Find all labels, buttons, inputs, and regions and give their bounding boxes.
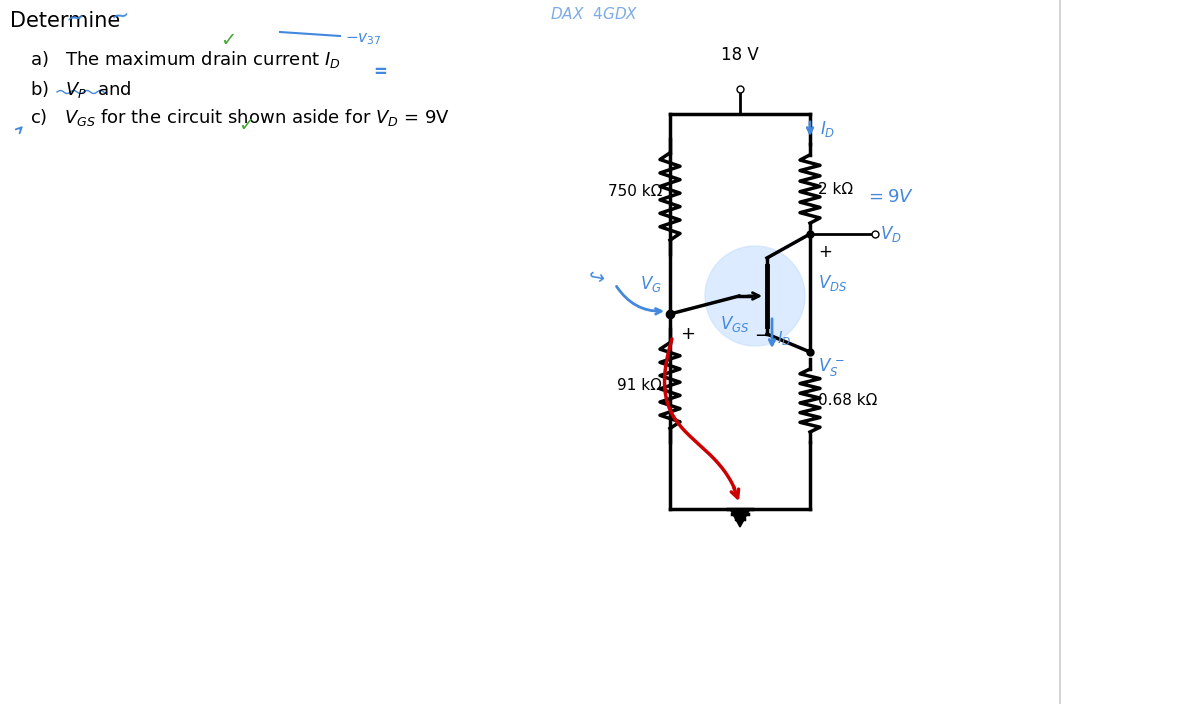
Text: $= 9V$: $= 9V$ [865, 188, 914, 206]
Text: $\checkmark$: $\checkmark$ [238, 114, 253, 133]
Text: 0.68 kΩ: 0.68 kΩ [818, 393, 877, 408]
Text: 750 kΩ: 750 kΩ [608, 184, 662, 199]
Text: 91 kΩ: 91 kΩ [617, 378, 662, 393]
Text: $V_{GS}$: $V_{GS}$ [720, 314, 749, 334]
Text: $-$: $-$ [754, 325, 769, 343]
Text: 2 kΩ: 2 kΩ [818, 182, 853, 196]
Text: $V_G$: $V_G$ [641, 274, 662, 294]
Text: $\mathbf{=}$: $\mathbf{=}$ [370, 61, 388, 79]
Text: $V_{DS}$: $V_{DS}$ [818, 273, 847, 293]
Text: c)   $V_{GS}$ for the circuit shown aside for $V_D$ = 9V: c) $V_{GS}$ for the circuit shown aside … [30, 107, 450, 128]
Text: 18 V: 18 V [721, 46, 759, 64]
Text: $\checkmark$: $\checkmark$ [220, 29, 235, 48]
Text: +: + [681, 325, 695, 343]
Text: a)   The maximum drain current $I_D$: a) The maximum drain current $I_D$ [30, 49, 340, 70]
Text: $V_D$: $V_D$ [881, 224, 902, 244]
Text: Determine: Determine [9, 11, 121, 31]
Text: $V_S^{\,-}$: $V_S^{\,-}$ [818, 356, 845, 378]
Text: $\mathit{-v_{37}}$: $\mathit{-v_{37}}$ [345, 31, 382, 46]
Text: $\mathit{DAX\ \ 4GDX}$: $\mathit{DAX\ \ 4GDX}$ [550, 6, 638, 22]
Text: $I_D$: $I_D$ [820, 119, 836, 139]
Text: $\sim$: $\sim$ [60, 6, 86, 30]
Text: +: + [818, 243, 832, 261]
Text: $\mathsf{\hookrightarrow}$: $\mathsf{\hookrightarrow}$ [584, 265, 608, 287]
Text: $I_D$: $I_D$ [777, 329, 791, 348]
Polygon shape [730, 509, 751, 527]
Circle shape [704, 246, 805, 346]
Text: b)   $V_P$  and: b) $V_P$ and [30, 79, 131, 100]
Text: $\sim$: $\sim$ [105, 4, 131, 27]
